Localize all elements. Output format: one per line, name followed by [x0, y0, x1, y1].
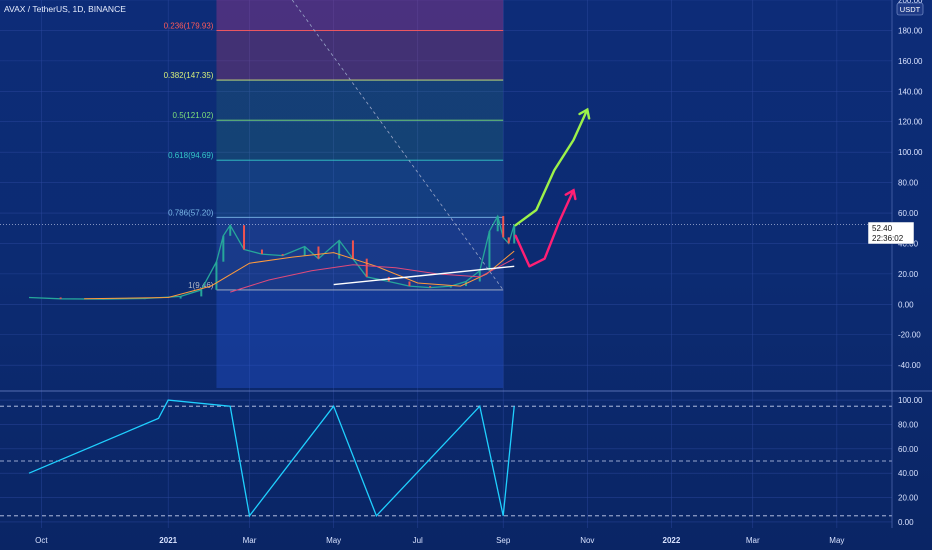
y-tick-label: 80.00: [898, 179, 919, 188]
y-tick-label: 180.00: [898, 26, 923, 35]
bearish-arrow[interactable]: [514, 189, 575, 268]
bearish-arrow-head: [564, 188, 577, 201]
currency-badge[interactable]: [896, 2, 924, 16]
y-tick-label: 0.00: [898, 300, 914, 309]
last-price-tag: [867, 221, 915, 245]
fib-zone: [216, 80, 504, 121]
fib-zone: [216, 120, 504, 161]
price-line[interactable]: [28, 214, 515, 300]
fib-zone: [216, 160, 504, 218]
grid-layer: [0, 0, 932, 528]
bullish-arrow[interactable]: [514, 108, 589, 227]
fib-level-label: 1(9.46): [188, 281, 214, 290]
chart-title: AVAX / TetherUS, 1D, BINANCE: [4, 4, 126, 14]
y-tick-label: 20.00: [898, 270, 919, 279]
price-series[interactable]: [0, 214, 892, 300]
y-tick-label: -40.00: [898, 361, 921, 370]
fib-zone: [216, 217, 504, 290]
fib-level-label: 0.236(179.93): [164, 22, 214, 31]
fib-level-label: 0.786(57.20): [168, 208, 214, 217]
fib-level-label: 0.618(94.69): [168, 151, 214, 160]
trend-line[interactable]: [333, 265, 515, 286]
last-price: 52.40: [872, 224, 893, 233]
bar-countdown: 22:36:02: [872, 234, 904, 243]
fib-retracement[interactable]: 0.236(179.93) 0.382(147.35) 0.5(121.02) 0.6…: [164, 0, 504, 388]
fib-zone: [216, 289, 504, 388]
x-tick-label: Sep: [496, 536, 511, 545]
fib-level-label: 0.5(121.02): [173, 111, 214, 120]
x-tick-label: May: [326, 536, 341, 545]
y-tick-label: 120.00: [898, 118, 923, 127]
fib-zone: [216, 30, 504, 81]
currency-label: USDT: [900, 5, 921, 14]
osc-y-tick-label: 80.00: [898, 420, 919, 429]
axes: 200.00 180.00 160.00 140.00 120.00 100.00 80.0…: [35, 0, 923, 545]
x-tick-label: 2022: [663, 536, 681, 545]
bullish-arrow-head: [578, 107, 591, 120]
osc-y-tick-label: 100.00: [898, 396, 923, 405]
x-tick-label: Jul: [413, 536, 423, 545]
x-tick-label: May: [829, 536, 844, 545]
y-tick-label: 160.00: [898, 57, 923, 66]
x-tick-label: Mar: [243, 536, 257, 545]
y-tick-label: -20.00: [898, 331, 921, 340]
osc-y-tick-label: 60.00: [898, 445, 919, 454]
y-tick-label: 140.00: [898, 87, 923, 96]
y-tick-label: 100.00: [898, 148, 923, 157]
moving-average-line[interactable]: [230, 258, 515, 293]
moving-average-line[interactable]: [84, 250, 515, 300]
drawings[interactable]: [333, 107, 591, 286]
y-tick-label: 60.00: [898, 209, 919, 218]
osc-y-tick-label: 40.00: [898, 469, 919, 478]
x-tick-label: Oct: [35, 536, 48, 545]
x-tick-label: 2021: [159, 536, 177, 545]
x-tick-label: Nov: [580, 536, 594, 545]
oscillator-panel[interactable]: [0, 399, 892, 523]
x-tick-label: Mar: [746, 536, 760, 545]
oscillator-line[interactable]: [28, 399, 515, 518]
y-tick-label: 200.00: [898, 0, 923, 5]
fib-zone: [216, 0, 504, 31]
fib-level-label: 0.382(147.35): [164, 71, 214, 80]
osc-y-tick-label: 20.00: [898, 494, 919, 503]
osc-y-tick-label: 0.00: [898, 518, 914, 527]
